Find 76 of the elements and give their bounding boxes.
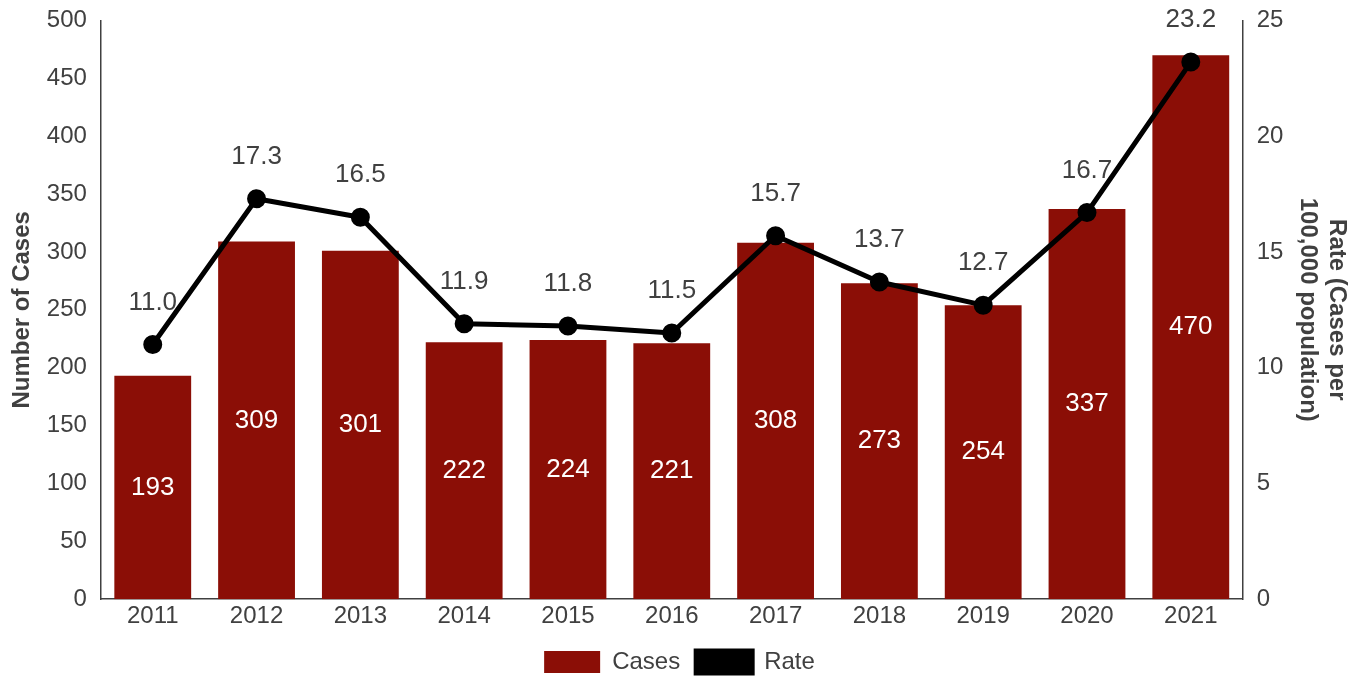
data-label: 309 — [234, 403, 279, 434]
y-tick-label: 300 — [46, 236, 87, 264]
data-label: 273 — [857, 424, 902, 455]
bar — [1048, 209, 1126, 600]
data-label: 222 — [442, 453, 486, 484]
x-tick-label: 2015 — [541, 601, 595, 629]
x-tick-label: 2012 — [229, 601, 284, 629]
legend-label: Cases — [612, 646, 681, 674]
point — [869, 272, 889, 292]
bar — [840, 283, 918, 600]
data-label: 15.7 — [750, 176, 801, 207]
data-label: 11.0 — [128, 285, 178, 316]
y2-tick-label: 10 — [1256, 352, 1284, 380]
data-label: 193 — [131, 470, 175, 501]
data-label: 11.9 — [439, 264, 489, 295]
x-tick-label: 2011 — [126, 601, 179, 629]
y-tick-label: 400 — [46, 120, 87, 148]
data-label: 23.2 — [1165, 3, 1217, 34]
bar — [425, 342, 503, 600]
bar — [114, 375, 192, 600]
point — [1077, 203, 1097, 223]
point — [973, 295, 993, 315]
y-tick-label: 500 — [46, 5, 87, 33]
legend-label: Rate — [764, 646, 815, 674]
bar — [737, 242, 814, 600]
data-label: 308 — [753, 404, 798, 435]
x-tick-label: 2018 — [852, 601, 907, 629]
y2-axis-title: Rate (Cases per 100,000 population) — [1296, 197, 1352, 422]
bar — [321, 250, 399, 600]
y-axis-title: Number of Cases — [7, 211, 35, 409]
y2-tick-label: 0 — [1256, 583, 1271, 611]
y-tick-label: 350 — [46, 178, 87, 206]
bar — [1152, 55, 1230, 600]
point — [247, 189, 267, 209]
point — [766, 226, 786, 246]
data-label: 254 — [961, 435, 1005, 466]
x-tick-label: 2020 — [1060, 601, 1114, 629]
y-tick-label: 50 — [60, 525, 87, 553]
x-tick-label: 2013 — [333, 601, 388, 629]
data-label: 337 — [1065, 387, 1109, 418]
y-tick-label: 200 — [46, 352, 87, 380]
data-label: 301 — [338, 408, 383, 439]
point — [143, 335, 163, 355]
y2-tick-label: 20 — [1256, 120, 1284, 148]
bar — [218, 241, 295, 600]
data-label: 221 — [650, 454, 694, 485]
data-label: 17.3 — [231, 139, 282, 170]
y-tick-label: 250 — [46, 294, 87, 322]
x-tick-label: 2016 — [645, 601, 699, 629]
bar — [944, 305, 1022, 600]
data-label: 11.5 — [647, 274, 697, 305]
y2-tick-label: 15 — [1256, 236, 1284, 264]
bar — [633, 343, 711, 600]
x-tick-label: 2019 — [956, 601, 1010, 629]
y-tick-label: 0 — [73, 583, 87, 611]
data-label: 470 — [1169, 310, 1213, 341]
point — [350, 207, 370, 227]
data-label: 16.5 — [335, 158, 386, 189]
y-tick-label: 100 — [46, 468, 87, 496]
y2-tick-label: 25 — [1256, 5, 1284, 33]
point — [1181, 52, 1201, 72]
point — [454, 314, 474, 334]
x-tick-label: 2014 — [437, 601, 491, 629]
x-tick-label: 2021 — [1164, 601, 1218, 629]
y2-tick-label: 5 — [1256, 468, 1271, 496]
y-tick-label: 150 — [46, 410, 87, 438]
data-label: 12.7 — [957, 246, 1009, 277]
y-tick-label: 450 — [46, 62, 87, 90]
x-tick-label: 2017 — [748, 601, 803, 629]
point — [558, 316, 578, 336]
data-label: 224 — [546, 452, 590, 483]
bar — [529, 339, 607, 600]
data-label: 16.7 — [1061, 153, 1113, 184]
data-label: 13.7 — [854, 223, 905, 254]
point — [662, 323, 682, 343]
data-label: 11.8 — [543, 267, 593, 298]
